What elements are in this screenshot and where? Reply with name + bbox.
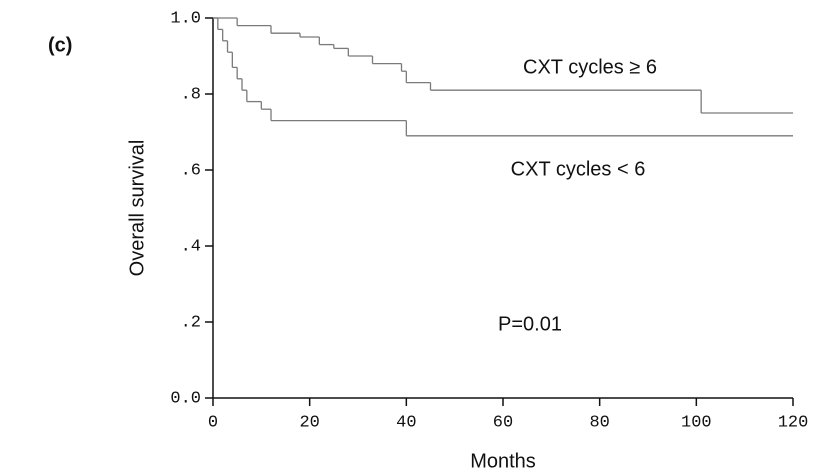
series-label: CXT cycles < 6 bbox=[511, 158, 646, 180]
y-tick-label: 1.0 bbox=[170, 9, 201, 28]
y-axis-label: Overall survival bbox=[126, 140, 148, 277]
annotation: P=0.01 bbox=[498, 313, 562, 335]
x-tick-label: 40 bbox=[396, 413, 416, 432]
x-tick-label: 20 bbox=[299, 413, 319, 432]
y-tick-label: .6 bbox=[181, 161, 201, 180]
y-tick-label: 0.0 bbox=[170, 389, 201, 408]
x-tick-label: 0 bbox=[208, 413, 218, 432]
y-tick-label: .8 bbox=[181, 85, 201, 104]
series-label: CXT cycles ≥ 6 bbox=[523, 56, 657, 78]
x-tick-label: 100 bbox=[681, 413, 712, 432]
y-tick-label: .2 bbox=[181, 313, 201, 332]
y-tick-label: .4 bbox=[181, 237, 201, 256]
x-axis-label: Months bbox=[470, 450, 536, 472]
x-tick-label: 120 bbox=[778, 413, 809, 432]
x-tick-label: 60 bbox=[493, 413, 513, 432]
x-tick-label: 80 bbox=[589, 413, 609, 432]
panel-label: (c) bbox=[48, 34, 72, 56]
